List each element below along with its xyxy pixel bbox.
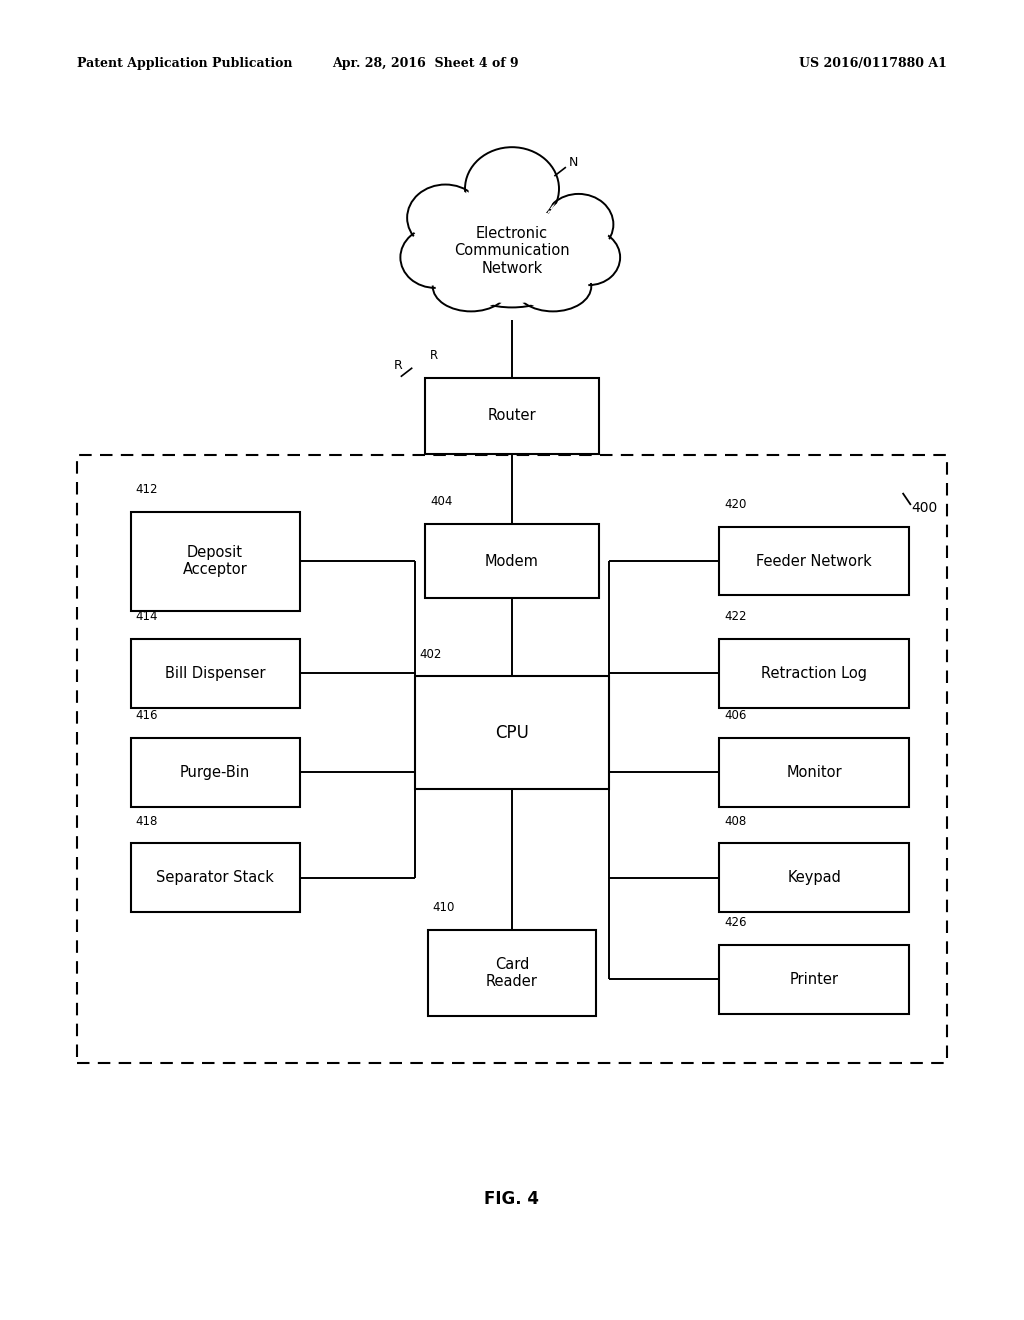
Text: 400: 400 <box>911 502 938 515</box>
Text: CPU: CPU <box>495 723 529 742</box>
Ellipse shape <box>465 148 559 231</box>
Text: 420: 420 <box>725 498 746 511</box>
Text: US 2016/0117880 A1: US 2016/0117880 A1 <box>800 57 947 70</box>
FancyBboxPatch shape <box>719 639 909 708</box>
FancyBboxPatch shape <box>719 527 909 595</box>
Text: 404: 404 <box>430 495 453 508</box>
Text: Patent Application Publication: Patent Application Publication <box>77 57 292 70</box>
Text: 408: 408 <box>725 814 746 828</box>
FancyBboxPatch shape <box>428 929 596 1016</box>
Text: N: N <box>568 156 578 169</box>
Text: 426: 426 <box>725 916 746 929</box>
FancyBboxPatch shape <box>415 676 609 788</box>
Text: 410: 410 <box>432 902 455 913</box>
Text: Keypad: Keypad <box>787 870 841 886</box>
Text: 418: 418 <box>135 814 158 828</box>
Text: 412: 412 <box>135 483 158 496</box>
Ellipse shape <box>400 227 470 288</box>
Text: Bill Dispenser: Bill Dispenser <box>165 665 265 681</box>
Ellipse shape <box>544 194 613 255</box>
Text: Deposit
Acceptor: Deposit Acceptor <box>182 545 248 577</box>
Ellipse shape <box>560 232 617 282</box>
Text: 416: 416 <box>135 709 158 722</box>
Text: Separator Stack: Separator Stack <box>156 870 274 886</box>
Ellipse shape <box>439 202 585 308</box>
FancyBboxPatch shape <box>425 524 599 598</box>
Ellipse shape <box>403 230 467 285</box>
Text: Router: Router <box>487 408 537 424</box>
Ellipse shape <box>547 197 610 252</box>
Text: Feeder Network: Feeder Network <box>756 553 872 569</box>
Text: Monitor: Monitor <box>786 764 842 780</box>
Ellipse shape <box>433 261 509 312</box>
Ellipse shape <box>408 185 483 251</box>
FancyBboxPatch shape <box>719 738 909 807</box>
Ellipse shape <box>410 187 481 248</box>
Text: Modem: Modem <box>485 553 539 569</box>
Text: Apr. 28, 2016  Sheet 4 of 9: Apr. 28, 2016 Sheet 4 of 9 <box>332 57 518 70</box>
Text: 414: 414 <box>135 610 158 623</box>
Ellipse shape <box>557 230 621 285</box>
FancyBboxPatch shape <box>425 378 599 454</box>
FancyBboxPatch shape <box>131 639 299 708</box>
FancyBboxPatch shape <box>131 738 299 807</box>
FancyBboxPatch shape <box>131 512 299 610</box>
FancyBboxPatch shape <box>131 843 299 912</box>
Text: R: R <box>430 348 438 362</box>
Text: R: R <box>394 359 403 372</box>
Ellipse shape <box>517 264 589 309</box>
Text: Retraction Log: Retraction Log <box>761 665 867 681</box>
Text: 406: 406 <box>725 709 746 722</box>
Text: Printer: Printer <box>790 972 839 987</box>
Ellipse shape <box>444 206 580 304</box>
FancyBboxPatch shape <box>719 843 909 912</box>
Text: 402: 402 <box>420 648 442 660</box>
Ellipse shape <box>469 150 555 227</box>
Ellipse shape <box>435 264 507 309</box>
Text: FIG. 4: FIG. 4 <box>484 1189 540 1208</box>
Text: Electronic
Communication
Network: Electronic Communication Network <box>455 226 569 276</box>
FancyBboxPatch shape <box>719 945 909 1014</box>
Text: Purge-Bin: Purge-Bin <box>180 764 250 780</box>
Ellipse shape <box>515 261 591 312</box>
Text: 422: 422 <box>725 610 746 623</box>
Text: Card
Reader: Card Reader <box>486 957 538 989</box>
